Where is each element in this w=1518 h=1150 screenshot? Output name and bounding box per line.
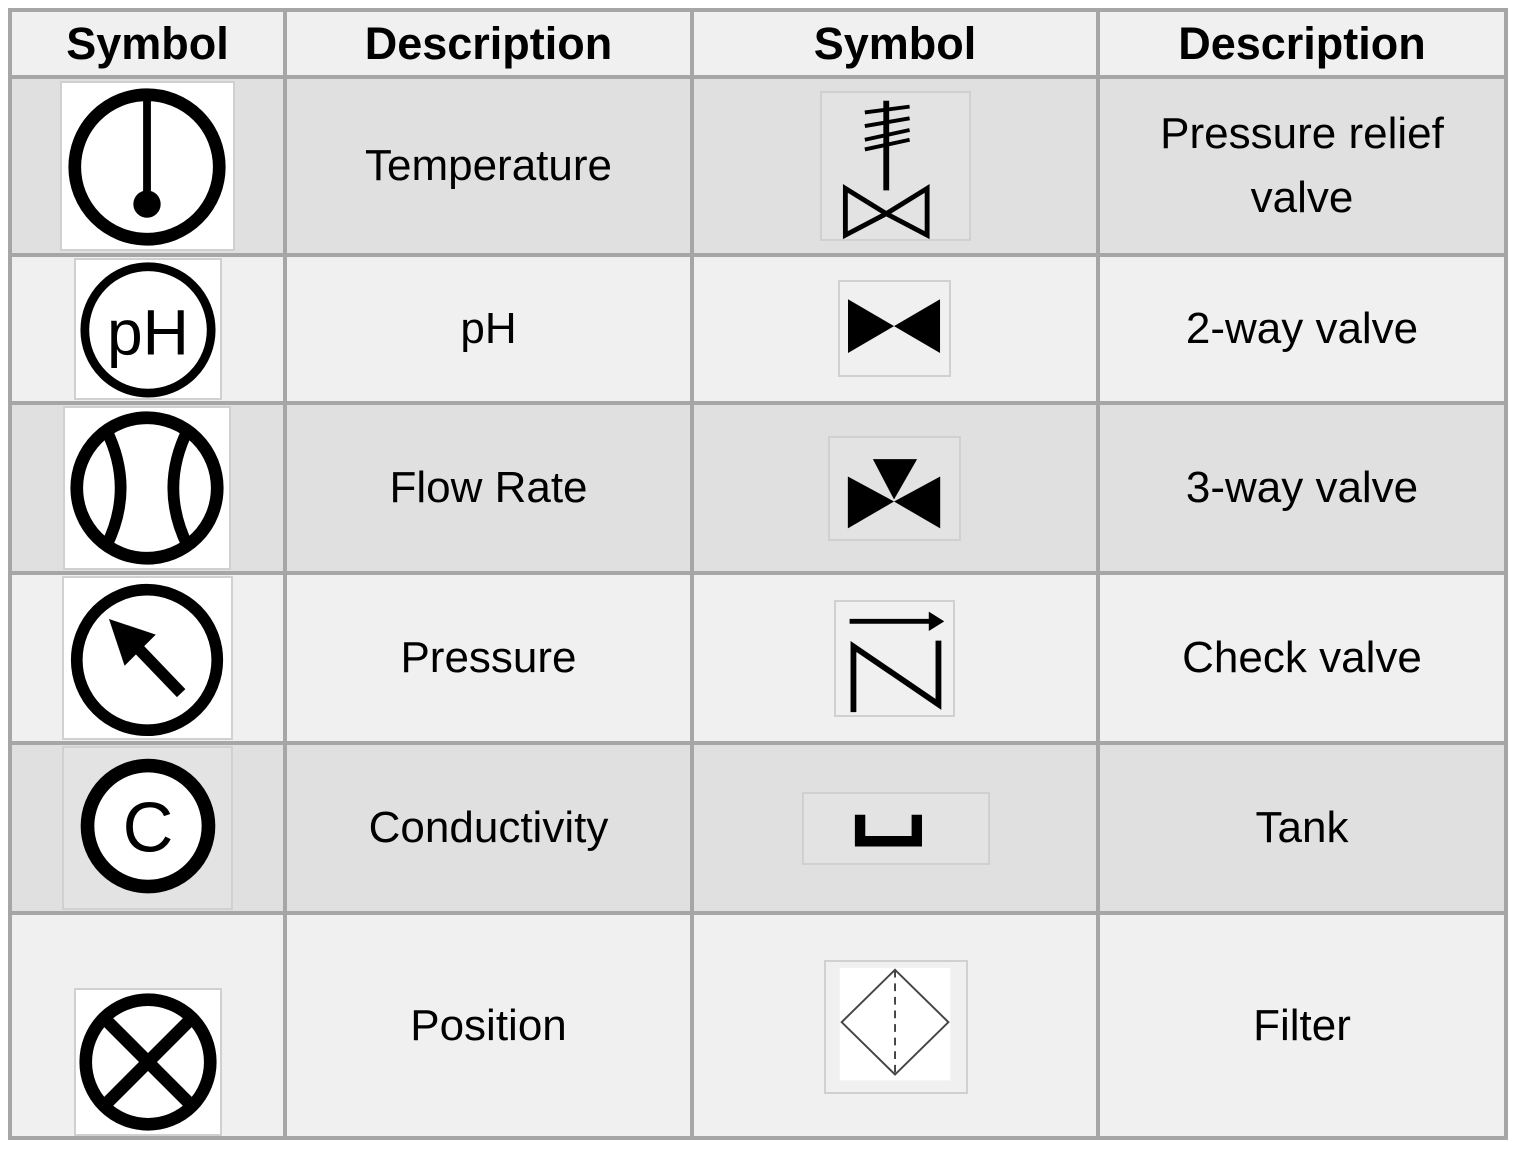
table-row-5-label-left: Conductivity <box>287 745 690 911</box>
temperature-icon <box>60 81 235 251</box>
svg-text:C: C <box>123 787 174 866</box>
table-row-5-label-right: Tank <box>1100 745 1504 911</box>
tank-icon <box>802 792 990 865</box>
table-row-2-label-left: pH <box>287 257 690 401</box>
filter-icon <box>824 960 968 1094</box>
table-row-4-label-left: Pressure <box>287 575 690 741</box>
header-symbol-1: Symbol <box>12 12 283 75</box>
pressure-relief-valve-icon <box>820 91 971 241</box>
table-row-6-label-left: Position <box>287 915 690 1136</box>
svg-text:pH: pH <box>107 296 189 368</box>
ph-icon: pH <box>74 258 222 400</box>
table-row-1-label-left: Temperature <box>287 79 690 253</box>
table-row-3-label-right: 3-way valve <box>1100 405 1504 571</box>
table-row-4-label-right: Check valve <box>1100 575 1504 741</box>
pressure-icon <box>62 576 233 740</box>
table-row-2-label-right: 2-way valve <box>1100 257 1504 401</box>
pressure-relief-line-1: Pressure relief <box>1160 109 1444 158</box>
check-valve-icon <box>834 600 955 717</box>
three-way-valve-icon <box>828 436 961 541</box>
flow-rate-icon <box>63 406 231 570</box>
header-description-2: Description <box>1100 12 1504 75</box>
header-description-1: Description <box>287 12 690 75</box>
position-icon <box>74 988 222 1136</box>
two-way-valve-icon <box>838 280 951 377</box>
table-row-3-label-left: Flow Rate <box>287 405 690 571</box>
table-row-6-label-right: Filter <box>1100 915 1504 1136</box>
header-symbol-2: Symbol <box>694 12 1096 75</box>
table-row-1-label-right: Pressure relief valve <box>1100 79 1504 253</box>
pressure-relief-line-2: valve <box>1250 173 1354 222</box>
conductivity-icon: C <box>62 746 233 910</box>
